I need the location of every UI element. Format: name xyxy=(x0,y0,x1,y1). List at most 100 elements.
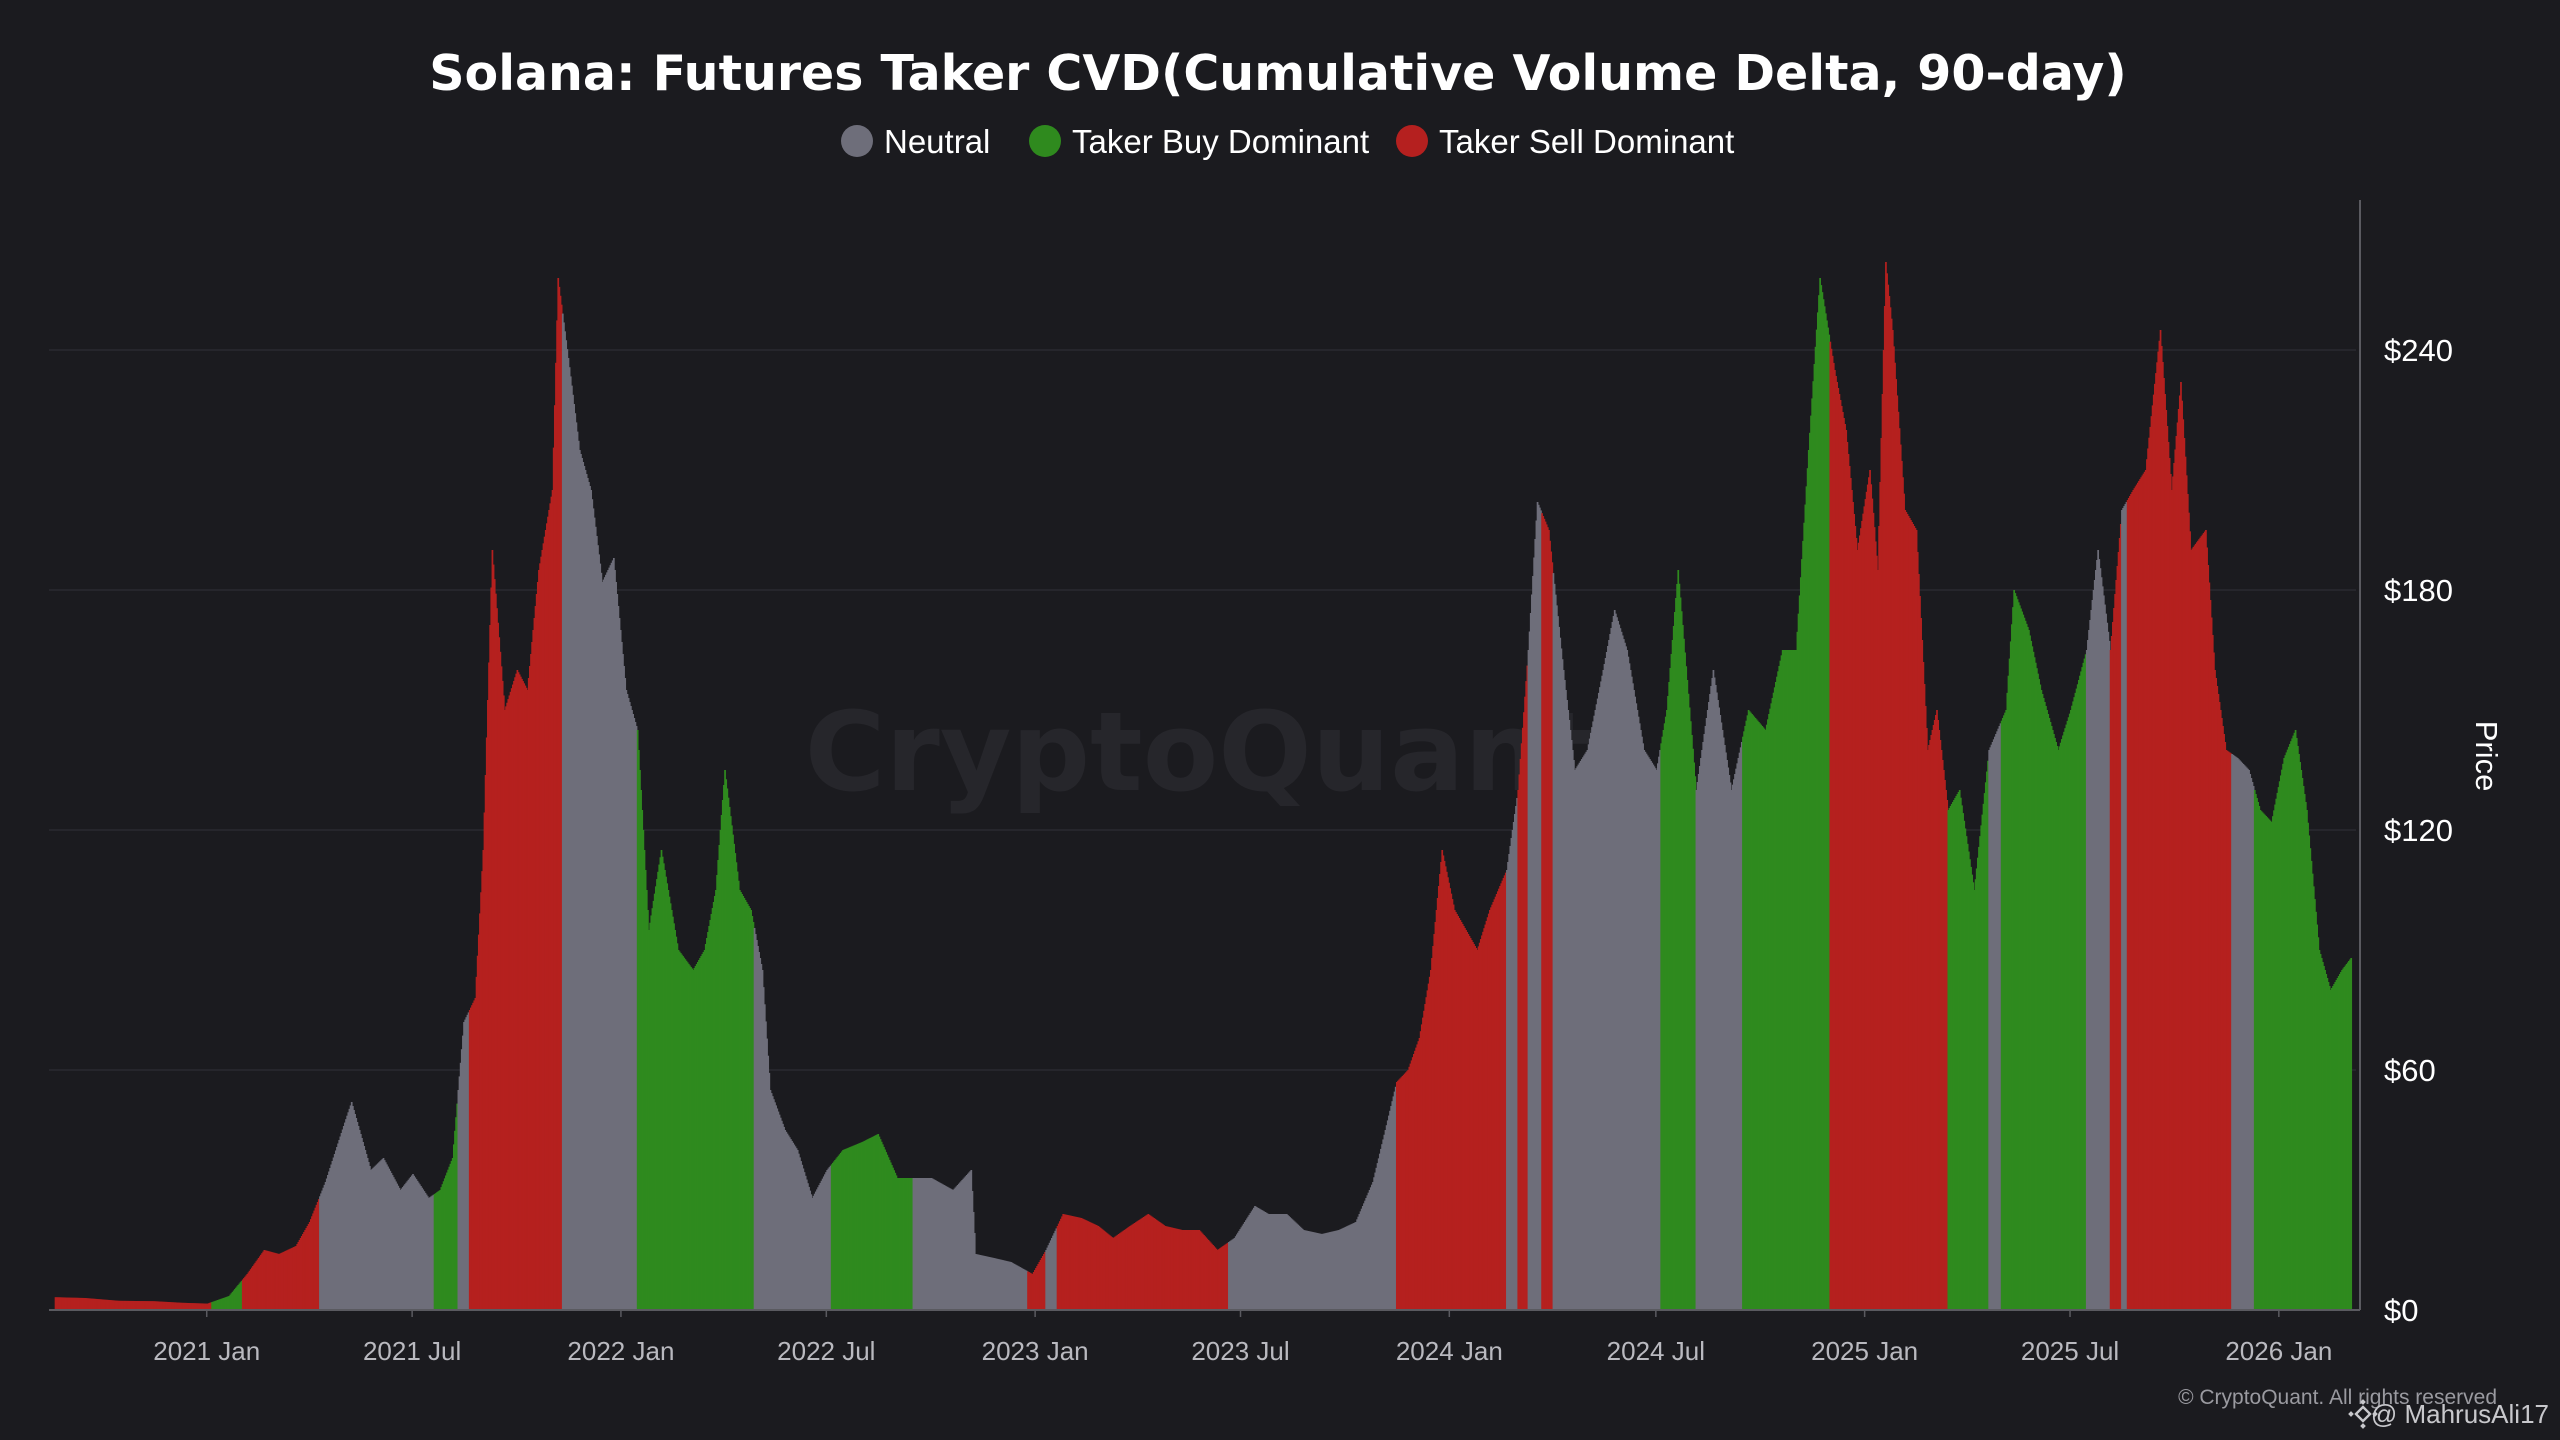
price-bar xyxy=(487,700,489,1310)
price-bar xyxy=(206,1303,209,1310)
price-bar xyxy=(210,1302,212,1310)
price-bar xyxy=(1632,683,1634,1310)
price-bar xyxy=(1633,690,1635,1310)
price-bar xyxy=(797,1153,800,1310)
price-bar xyxy=(2306,810,2308,1310)
price-bar xyxy=(1018,1266,1020,1310)
price-bar xyxy=(263,1250,266,1310)
price-bar xyxy=(1720,722,1723,1310)
price-bar xyxy=(1331,1231,1334,1310)
price-bar xyxy=(98,1299,101,1310)
price-bar xyxy=(1595,704,1598,1310)
price-bar xyxy=(468,1010,471,1310)
price-bar xyxy=(123,1300,126,1310)
price-bar xyxy=(1442,855,1445,1310)
price-bar xyxy=(661,856,664,1310)
price-bar xyxy=(1266,1213,1269,1310)
price-bar xyxy=(784,1130,787,1310)
price-bar xyxy=(1439,874,1441,1310)
legend-item-buy[interactable]: Taker Buy Dominant xyxy=(1029,123,1369,160)
legend-item-sell[interactable]: Taker Sell Dominant xyxy=(1396,123,1734,160)
price-bar xyxy=(847,1147,850,1310)
price-bar xyxy=(1398,1079,1400,1310)
price-bar xyxy=(205,1303,208,1310)
price-bar xyxy=(465,1017,468,1310)
price-bar xyxy=(226,1296,228,1310)
price-bar xyxy=(2033,657,2036,1310)
price-bar xyxy=(1411,1057,1414,1310)
price-bar xyxy=(1263,1211,1265,1310)
price-bar xyxy=(1447,877,1449,1310)
legend-marker-buy xyxy=(1029,125,1061,157)
price-bar xyxy=(625,690,628,1310)
price-bar xyxy=(281,1252,284,1310)
price-bar xyxy=(856,1143,859,1310)
legend-item-neutral[interactable]: Neutral xyxy=(841,123,990,160)
price-bar xyxy=(1877,570,1879,1310)
price-bar xyxy=(2071,705,2073,1310)
price-bar xyxy=(990,1257,993,1310)
price-bar xyxy=(2115,580,2118,1310)
price-bar xyxy=(1759,723,1761,1310)
price-bar xyxy=(1055,1228,1058,1310)
price-bar xyxy=(2021,611,2023,1310)
price-bar xyxy=(297,1242,300,1310)
price-bar xyxy=(1789,650,1792,1310)
price-bar xyxy=(176,1302,178,1310)
price-bar xyxy=(1637,716,1640,1310)
price-bar xyxy=(1514,814,1516,1310)
price-bar xyxy=(1820,285,1823,1311)
price-bar xyxy=(1593,715,1596,1310)
price-bar xyxy=(54,1297,57,1310)
price-bar xyxy=(135,1300,137,1310)
price-bar xyxy=(1138,1220,1141,1310)
price-bar xyxy=(2050,726,2053,1310)
price-bar xyxy=(1277,1214,1280,1310)
price-bar xyxy=(66,1297,68,1310)
price-bar xyxy=(699,958,701,1310)
price-bar xyxy=(1184,1230,1187,1310)
price-bar xyxy=(542,543,545,1310)
price-bar xyxy=(533,618,536,1310)
price-bar xyxy=(601,582,604,1310)
price-bar xyxy=(2233,755,2236,1310)
price-bar xyxy=(1435,910,1438,1310)
price-bar xyxy=(1092,1223,1095,1310)
price-bar xyxy=(1828,334,1831,1310)
price-bar xyxy=(1883,306,1886,1310)
price-bar xyxy=(188,1303,191,1310)
price-bar xyxy=(2223,734,2225,1310)
price-bar xyxy=(70,1297,73,1310)
price-bar xyxy=(1574,770,1576,1310)
price-bar xyxy=(1997,728,2000,1310)
price-bar xyxy=(628,702,631,1310)
price-bar xyxy=(1154,1218,1156,1310)
price-bar xyxy=(1780,655,1783,1310)
price-bar xyxy=(1052,1235,1054,1310)
price-bar xyxy=(911,1178,914,1310)
price-bar xyxy=(1826,320,1828,1311)
price-bar xyxy=(1851,490,1853,1310)
price-bar xyxy=(2058,746,2061,1310)
price-bar xyxy=(559,295,562,1310)
price-bar xyxy=(1131,1224,1134,1310)
price-bar xyxy=(1238,1230,1240,1310)
price-bar xyxy=(2070,710,2072,1310)
price-bar xyxy=(574,413,577,1310)
price-bar xyxy=(1171,1227,1174,1310)
price-bar xyxy=(2104,604,2106,1310)
price-bar xyxy=(430,1196,433,1310)
price-bar xyxy=(392,1177,395,1310)
price-bar xyxy=(404,1184,406,1310)
price-bar xyxy=(2234,756,2237,1310)
price-bar xyxy=(1528,631,1531,1310)
price-bar xyxy=(165,1301,168,1310)
price-bar xyxy=(1802,540,1804,1310)
price-bar xyxy=(202,1303,204,1310)
price-bar xyxy=(1537,504,1540,1310)
price-bar xyxy=(825,1172,827,1310)
price-bar xyxy=(1811,398,1814,1310)
price-bar xyxy=(134,1300,136,1310)
price-bar xyxy=(647,910,649,1310)
price-bar xyxy=(111,1300,114,1310)
